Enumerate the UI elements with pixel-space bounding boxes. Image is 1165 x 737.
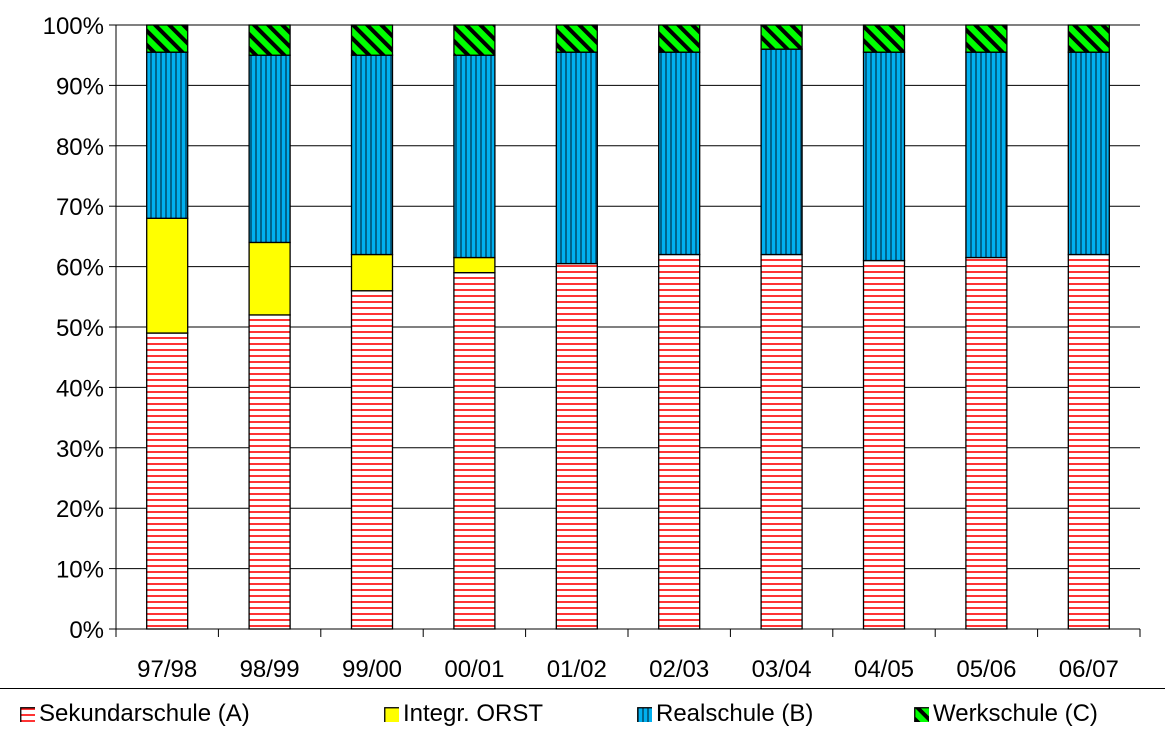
bar-segment xyxy=(146,51,189,219)
bar-segment xyxy=(146,24,189,53)
x-tick-label: 97/98 xyxy=(137,656,197,683)
bar-segment xyxy=(248,314,291,630)
bar-segment xyxy=(862,51,906,262)
bar-segment xyxy=(658,51,701,256)
legend-label: Sekundarschule (A) xyxy=(39,700,250,727)
x-tick-label: 00/01 xyxy=(444,656,504,683)
bar-segment xyxy=(760,253,803,630)
x-tick-label: 01/02 xyxy=(547,656,607,683)
x-tick-label: 03/04 xyxy=(752,656,812,683)
bar-segment xyxy=(760,48,803,256)
legend-item: Integr. ORST xyxy=(384,699,543,729)
axes xyxy=(115,25,1141,637)
bar-segment xyxy=(1067,24,1110,53)
x-tick-label: 06/07 xyxy=(1059,656,1119,683)
legend-label: Integr. ORST xyxy=(403,700,544,727)
legend-swatch-box xyxy=(914,706,929,722)
legend-swatch-box xyxy=(637,706,652,722)
x-tick-label: 04/05 xyxy=(854,656,914,683)
bar-segment xyxy=(350,290,394,630)
y-tick-label: 90% xyxy=(56,73,104,100)
bar-segment xyxy=(760,24,803,50)
y-tick-label: 60% xyxy=(56,255,104,282)
y-tick-label: 100% xyxy=(43,13,104,40)
y-tick-label: 10% xyxy=(56,557,104,584)
bar-segment xyxy=(248,24,291,56)
bar-segment xyxy=(658,24,701,53)
x-axis-labels: 97/98 98/99 99/00 00/01 01/02 02/03 03/04 04/05… xyxy=(137,656,1119,683)
bar-segment xyxy=(555,262,598,630)
y-tick-label: 40% xyxy=(56,375,104,402)
bar-segment xyxy=(248,54,291,244)
legend-label: Werkschule (C) xyxy=(933,700,1098,727)
legend-swatch xyxy=(914,706,929,722)
bar-segment xyxy=(862,24,906,53)
x-tick-label: 98/99 xyxy=(240,656,300,683)
bar-segment xyxy=(1067,51,1110,256)
bar-segment xyxy=(453,271,496,630)
bar-segment xyxy=(146,217,189,334)
bar-segment xyxy=(453,24,496,56)
bar-segment xyxy=(658,253,701,630)
bar-segment xyxy=(555,51,598,265)
y-tick-label: 80% xyxy=(56,134,104,161)
bar-segment xyxy=(965,51,1008,259)
legend-item: Realschule (B) xyxy=(637,699,813,729)
x-tick-label: 05/06 xyxy=(956,656,1016,683)
bar-segment xyxy=(453,256,496,274)
legend-label: Realschule (B) xyxy=(656,700,814,727)
legend-swatch xyxy=(20,706,35,722)
bars xyxy=(146,24,1110,630)
bar-segment xyxy=(453,54,496,259)
y-tick-label: 20% xyxy=(56,496,104,523)
y-tick-label: 50% xyxy=(56,315,104,342)
bar-segment xyxy=(350,253,394,292)
bar-segment xyxy=(555,24,598,53)
y-tick-label: 0% xyxy=(69,617,104,644)
legend-swatch xyxy=(637,706,652,722)
legend-item: Sekundarschule (A) xyxy=(20,699,250,729)
stacked-bar-chart: 0%10%20%30%40%50%60%70%80%90%100% 97/98 9… xyxy=(43,13,1141,683)
bar-segment xyxy=(248,241,291,316)
x-tick-label: 99/00 xyxy=(342,656,402,683)
bar-segment xyxy=(965,24,1008,53)
bar-segment xyxy=(146,332,189,630)
legend-swatch-box xyxy=(20,706,35,722)
legend: Sekundarschule (A) Integr. ORST Realschule… xyxy=(0,688,1165,737)
bar-segment xyxy=(862,259,906,630)
legend-swatch xyxy=(384,706,399,722)
bar-segment xyxy=(350,54,394,256)
y-axis-labels: 0% 10% 20% 30% 40% 50% 60% 70% 80% 90% 100% xyxy=(43,13,104,644)
x-tick-label: 02/03 xyxy=(649,656,709,683)
legend-swatch-box xyxy=(384,706,399,722)
legend-item: Werkschule (C) xyxy=(914,699,1098,729)
bar-segment xyxy=(1067,253,1110,630)
bar-segment xyxy=(965,256,1008,630)
y-tick-label: 30% xyxy=(56,436,104,463)
bar-segment xyxy=(350,24,394,56)
y-tick-label: 70% xyxy=(56,194,104,221)
